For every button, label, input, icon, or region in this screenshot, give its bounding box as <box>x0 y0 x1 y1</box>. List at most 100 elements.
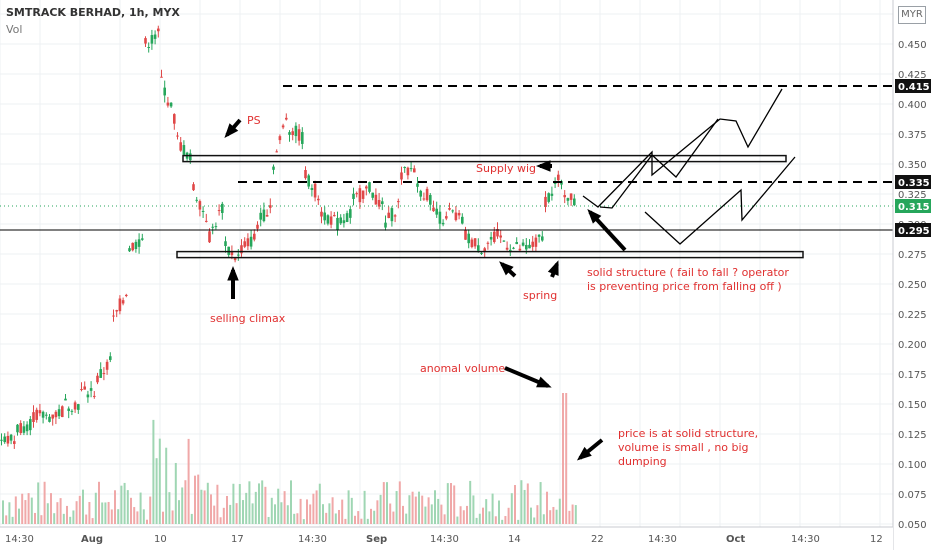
candle-body <box>499 235 502 238</box>
candle-body <box>173 114 176 124</box>
support-box <box>176 250 804 259</box>
volume-bar <box>488 511 491 524</box>
volume-bar <box>88 501 91 524</box>
time-tick-label: 14:30 <box>298 534 327 545</box>
candle-body <box>470 239 474 248</box>
annotation-selling-climax: selling climax <box>210 312 286 325</box>
volume-bar <box>56 502 59 524</box>
candle-body <box>22 426 26 433</box>
candle-body <box>537 234 541 237</box>
chart-header: SMTRACK BERHAD, 1h, MYX Vol <box>6 6 180 36</box>
arrow-solid-structure-head <box>587 209 602 224</box>
volume-bar <box>203 490 206 524</box>
volume-bar <box>40 515 43 524</box>
volume-bar <box>318 483 321 524</box>
candle-body <box>445 216 448 219</box>
candle-body <box>115 310 118 312</box>
volume-bar <box>450 483 452 524</box>
volume-bar <box>354 515 356 524</box>
projection-upper <box>582 88 783 208</box>
volume-bar <box>296 513 299 524</box>
volume-bar <box>472 495 475 524</box>
candle-body <box>121 300 125 304</box>
price-tick-label: 0.275 <box>898 250 927 261</box>
candle-body <box>54 411 58 418</box>
candle-body <box>153 34 157 39</box>
volume-bar <box>85 514 88 524</box>
volume-bar <box>126 490 129 524</box>
candle-body <box>141 238 144 240</box>
volume-bar <box>21 493 24 524</box>
volume-bar <box>427 497 430 524</box>
volume-bar <box>171 510 174 524</box>
volume-bar <box>411 491 414 524</box>
volume-bar <box>520 480 523 524</box>
candle-body <box>3 436 6 443</box>
candle-body <box>531 241 534 247</box>
candle-body <box>393 215 397 217</box>
candle-body <box>409 168 413 170</box>
volume-bar <box>350 497 353 524</box>
volume-bar <box>187 438 190 524</box>
volume-bar <box>357 511 360 524</box>
volume-bar <box>152 419 155 524</box>
candle-body <box>550 193 554 196</box>
candle-body <box>125 294 128 297</box>
candle-body <box>51 414 54 419</box>
projection-lower <box>644 156 796 245</box>
volume-bar <box>517 519 520 524</box>
candle-body <box>73 402 77 410</box>
candle-body <box>371 192 374 198</box>
candle-body <box>307 175 310 187</box>
candle-body <box>518 248 522 251</box>
candle-body <box>457 212 461 216</box>
volume-bar <box>539 482 542 524</box>
candle-body <box>189 153 192 161</box>
price-label-box <box>895 199 931 213</box>
volume-bar <box>226 495 228 524</box>
volume-bar <box>501 519 504 524</box>
candle-body <box>80 389 83 391</box>
price-label-box <box>895 79 931 93</box>
volume-bar <box>210 494 212 524</box>
candle-body <box>333 215 336 217</box>
candle-body <box>134 241 138 250</box>
supply-box <box>182 154 787 163</box>
volume-bar <box>139 492 142 524</box>
candle-body <box>477 245 480 251</box>
volume-bar <box>334 513 337 524</box>
candle-body <box>422 198 426 200</box>
candle-body <box>361 190 365 199</box>
volume-bar <box>206 482 209 524</box>
volume-bar <box>120 485 123 524</box>
volume-bar <box>110 509 113 524</box>
candle-body <box>240 245 243 254</box>
volume-bar <box>338 509 340 524</box>
volume-bar <box>414 496 417 524</box>
candle-body <box>278 136 282 141</box>
volume-bar <box>366 518 369 524</box>
volume-bar <box>555 509 558 524</box>
volume-bar <box>53 513 56 524</box>
volume-bar <box>197 474 200 524</box>
candle-body <box>19 423 22 434</box>
volume-bar <box>536 505 539 524</box>
volume-bar <box>392 511 395 524</box>
candle-body <box>201 210 205 212</box>
volume-bar <box>373 510 376 524</box>
time-tick-label: 10 <box>154 534 167 545</box>
currency-button[interactable]: MYR <box>898 6 926 24</box>
volume-bar <box>306 499 308 524</box>
candle-body <box>256 224 259 229</box>
price-tick-label: 0.075 <box>898 490 927 501</box>
volume-bar <box>402 505 404 524</box>
volume-bar <box>376 500 379 524</box>
projection-mid <box>599 118 719 209</box>
price-label-box <box>895 175 931 189</box>
candle-body <box>13 441 16 444</box>
candle-body <box>464 230 467 240</box>
volume-bar <box>510 493 513 524</box>
price-tick-label: 0.250 <box>898 280 927 291</box>
candle-body <box>233 258 237 261</box>
